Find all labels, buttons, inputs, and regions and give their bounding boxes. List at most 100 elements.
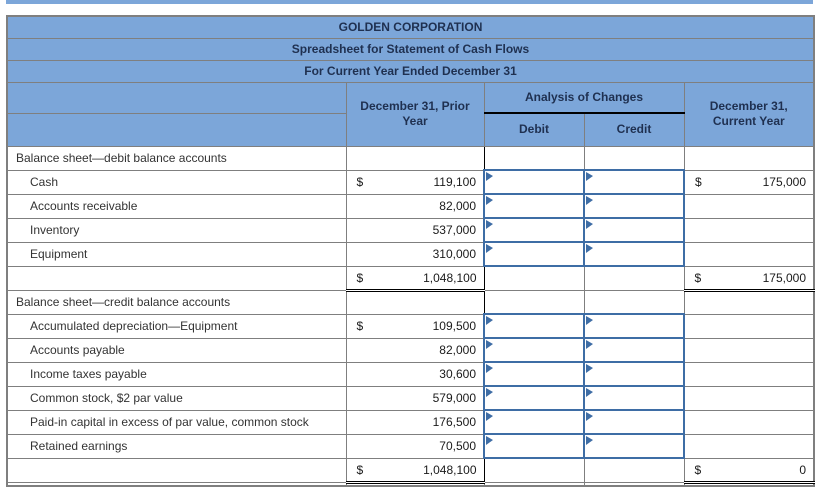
debit-input-cell[interactable] <box>483 241 585 267</box>
stub-cell <box>583 481 685 487</box>
credit-input-cell[interactable] <box>583 433 685 459</box>
account-row: Equipment 310,000 <box>6 241 815 267</box>
row-label: Accumulated depreciation—Equipment <box>6 313 347 339</box>
section-label: Balance sheet—debit balance accounts <box>6 145 347 171</box>
header-blank-cell-top <box>6 81 347 114</box>
account-rows: Balance sheet—debit balance accounts Cash… <box>6 145 815 484</box>
comment-flag-icon <box>486 244 493 253</box>
current-year-cell: $175,000 <box>683 265 815 292</box>
prior-amount: 537,000 <box>432 223 476 237</box>
credit-input-cell[interactable] <box>583 217 685 243</box>
column-header-current-year: December 31, Current Year <box>683 81 815 147</box>
current-year-cell <box>683 337 815 363</box>
comment-flag-icon <box>586 412 593 421</box>
comment-flag-icon <box>586 340 593 349</box>
row-label: Cash <box>6 169 347 195</box>
column-header-rows: December 31, Prior Year Analysis of Chan… <box>6 81 815 147</box>
row-label: Inventory <box>6 217 347 243</box>
prior-year-cell: 82,000 <box>345 193 485 219</box>
credit-empty-cell <box>583 289 685 315</box>
current-year-cell <box>683 409 815 435</box>
debit-input-cell[interactable] <box>483 433 585 459</box>
credit-input-cell[interactable] <box>583 169 685 195</box>
current-year-cell <box>683 193 815 219</box>
row-label: Common stock, $2 par value <box>6 385 347 411</box>
prior-amount: 70,500 <box>439 439 476 453</box>
debit-input-cell[interactable] <box>483 361 585 387</box>
credit-input-cell[interactable] <box>583 313 685 339</box>
debit-input-cell[interactable] <box>483 193 585 219</box>
current-year-cell <box>683 385 815 411</box>
prior-year-cell: 537,000 <box>345 217 485 243</box>
dollar-sign: $ <box>356 462 364 477</box>
title-rows: GOLDEN CORPORATION Spreadsheet for State… <box>6 15 815 83</box>
total-row: $1,048,100 $175,000 <box>6 265 815 292</box>
cash-flow-spreadsheet-table: GOLDEN CORPORATION Spreadsheet for State… <box>6 15 815 487</box>
prior-year-cell: $109,500 <box>345 313 485 339</box>
prior-year-cell: $1,048,100 <box>345 265 485 292</box>
stub-cell <box>6 481 347 487</box>
debit-empty-cell <box>483 457 585 483</box>
comment-flag-icon <box>586 316 593 325</box>
comment-flag-icon <box>586 436 593 445</box>
account-row: Accounts receivable 82,000 <box>6 193 815 219</box>
cutoff-row-bottom <box>6 481 815 487</box>
cutoff-bottom-rows <box>6 481 815 487</box>
credit-input-cell[interactable] <box>583 241 685 267</box>
account-row: Accounts payable 82,000 <box>6 337 815 363</box>
prior-amount: 1,048,100 <box>423 270 477 285</box>
credit-input-cell[interactable] <box>583 337 685 363</box>
stub-cell <box>483 481 585 487</box>
period-title: For Current Year Ended December 31 <box>6 59 815 83</box>
current-amount: 175,000 <box>762 175 806 189</box>
current-year-cell <box>683 433 815 459</box>
credit-input-cell[interactable] <box>583 361 685 387</box>
account-row: Paid-in capital in excess of par value, … <box>6 409 815 435</box>
debit-input-cell[interactable] <box>483 313 585 339</box>
prior-amount: 1,048,100 <box>423 462 477 477</box>
prior-amount: 579,000 <box>432 391 476 405</box>
prior-amount: 30,600 <box>439 367 476 381</box>
comment-flag-icon <box>486 196 493 205</box>
prior-year-cell: 310,000 <box>345 241 485 267</box>
credit-input-cell[interactable] <box>583 193 685 219</box>
debit-input-cell[interactable] <box>483 217 585 243</box>
debit-empty-cell <box>483 289 585 315</box>
title-row-period: For Current Year Ended December 31 <box>6 59 815 83</box>
credit-input-cell[interactable] <box>583 409 685 435</box>
current-year-cell <box>683 217 815 243</box>
current-year-cell <box>683 361 815 387</box>
row-label: Retained earnings <box>6 433 347 459</box>
account-row: Accumulated depreciation—Equipment $109,5… <box>6 313 815 339</box>
current-year-cell <box>683 289 815 315</box>
prior-amount: 82,000 <box>439 343 476 357</box>
debit-input-cell[interactable] <box>483 337 585 363</box>
row-label: Income taxes payable <box>6 361 347 387</box>
credit-empty-cell <box>583 145 685 171</box>
stub-cell <box>683 481 815 487</box>
debit-input-cell[interactable] <box>483 385 585 411</box>
dollar-sign: $ <box>695 175 702 189</box>
prior-year-cell: 70,500 <box>345 433 485 459</box>
column-header-row-top: December 31, Prior Year Analysis of Chan… <box>6 81 815 147</box>
title-row-company: GOLDEN CORPORATION <box>6 15 815 39</box>
account-row: Income taxes payable 30,600 <box>6 361 815 387</box>
debit-input-cell[interactable] <box>483 409 585 435</box>
comment-flag-icon <box>486 436 493 445</box>
credit-empty-cell <box>583 457 685 483</box>
prior-amount: 176,500 <box>432 415 476 429</box>
row-label: Paid-in capital in excess of par value, … <box>6 409 347 435</box>
stub-cell <box>345 481 485 487</box>
comment-flag-icon <box>586 196 593 205</box>
comment-flag-icon <box>486 220 493 229</box>
column-header-debit: Debit <box>483 112 585 147</box>
dollar-sign: $ <box>356 270 364 285</box>
title-row-report: Spreadsheet for Statement of Cash Flows <box>6 37 815 61</box>
credit-input-cell[interactable] <box>583 385 685 411</box>
debit-input-cell[interactable] <box>483 169 585 195</box>
prior-year-cell: 82,000 <box>345 337 485 363</box>
report-title: Spreadsheet for Statement of Cash Flows <box>6 37 815 61</box>
prior-year-cell <box>345 289 485 315</box>
comment-flag-icon <box>486 172 493 181</box>
section-header-row: Balance sheet—credit balance accounts <box>6 289 815 315</box>
